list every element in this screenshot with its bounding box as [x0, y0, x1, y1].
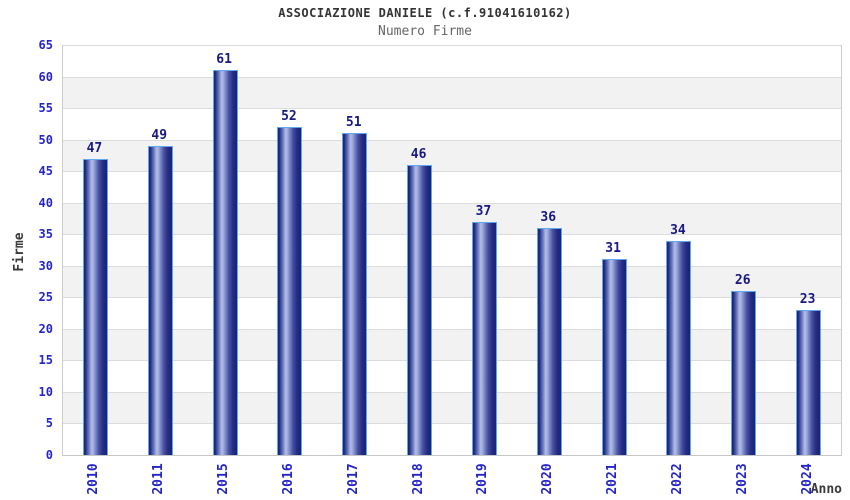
gridline-35 — [63, 234, 841, 236]
y-tick-45: 45 — [38, 164, 53, 179]
gridline-50 — [63, 139, 841, 141]
bar-2020 — [536, 227, 562, 455]
y-tick-20: 20 — [38, 321, 53, 336]
gridline-5 — [63, 423, 841, 425]
y-tick-65: 65 — [38, 38, 53, 52]
x-tick-2024: 2024 — [799, 463, 815, 495]
bar-2010 — [82, 158, 108, 455]
value-label-2010: 47 — [86, 140, 103, 156]
x-axis-title: Anno — [810, 482, 842, 497]
x-tick-2017: 2017 — [345, 463, 361, 495]
gridline-45 — [63, 171, 841, 173]
x-tick-2011: 2011 — [151, 463, 167, 495]
x-tick-2022: 2022 — [669, 463, 685, 495]
bar-2016 — [277, 127, 303, 455]
bar-2022 — [666, 240, 692, 455]
plot-band — [63, 139, 841, 172]
bar-2023 — [731, 291, 757, 455]
y-tick-60: 60 — [38, 69, 53, 84]
value-label-2020: 36 — [540, 209, 557, 225]
bar-2018 — [407, 164, 433, 455]
y-tick-10: 10 — [38, 384, 53, 399]
value-label-2017: 51 — [345, 115, 362, 131]
y-tick-30: 30 — [38, 258, 53, 273]
x-tick-2020: 2020 — [540, 463, 556, 495]
gridline-30 — [63, 265, 841, 267]
value-label-2019: 37 — [475, 203, 492, 219]
value-label-2011: 49 — [151, 127, 168, 143]
plot-band — [63, 328, 841, 361]
y-tick-55: 55 — [38, 101, 53, 116]
gridline-10 — [63, 391, 841, 393]
gridline-40 — [63, 202, 841, 204]
gridline-65 — [63, 45, 841, 46]
x-tick-2019: 2019 — [475, 463, 491, 495]
gridline-25 — [63, 297, 841, 299]
bar-2021 — [601, 259, 627, 455]
y-tick-0: 0 — [45, 448, 53, 462]
plot-area — [62, 45, 842, 456]
bar-2015 — [212, 70, 238, 455]
bar-2017 — [342, 133, 368, 455]
y-tick-15: 15 — [38, 353, 53, 368]
value-label-2022: 34 — [670, 222, 686, 238]
plot-band — [63, 391, 841, 424]
bar-2019 — [471, 221, 497, 455]
x-tick-2016: 2016 — [280, 463, 296, 495]
gridline-15 — [63, 360, 841, 362]
gridline-20 — [63, 328, 841, 330]
value-label-2024: 23 — [799, 291, 816, 307]
y-tick-5: 5 — [45, 416, 53, 431]
gridline-55 — [63, 108, 841, 110]
y-tick-50: 50 — [38, 132, 53, 147]
value-label-2018: 46 — [410, 146, 427, 162]
gridline-60 — [63, 76, 841, 78]
x-tick-2010: 2010 — [86, 463, 102, 495]
bar-2011 — [147, 145, 173, 455]
bar-2024 — [796, 309, 822, 455]
chart-title: ASSOCIAZIONE DANIELE (c.f.91041610162) — [278, 6, 572, 20]
plot-band — [63, 202, 841, 235]
x-tick-2018: 2018 — [410, 463, 426, 495]
plot-band — [63, 76, 841, 109]
value-label-2021: 31 — [605, 241, 621, 257]
chart-subtitle: Numero Firme — [378, 24, 472, 39]
value-label-2015: 61 — [216, 52, 232, 68]
plot-band — [63, 265, 841, 298]
x-tick-2023: 2023 — [734, 463, 750, 495]
y-tick-35: 35 — [38, 227, 53, 242]
value-label-2016: 52 — [281, 109, 297, 124]
y-tick-25: 25 — [38, 290, 53, 305]
value-label-2023: 26 — [734, 273, 751, 288]
x-tick-2015: 2015 — [216, 463, 232, 495]
y-tick-40: 40 — [38, 195, 53, 210]
x-tick-2021: 2021 — [605, 463, 621, 495]
